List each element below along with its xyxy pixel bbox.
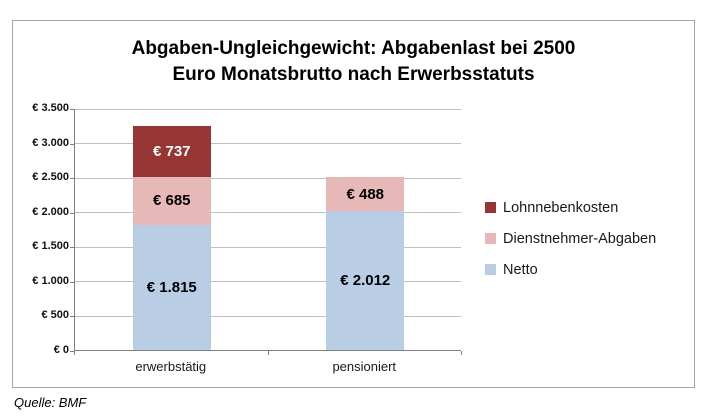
source-note: Quelle: BMF — [14, 395, 87, 410]
legend-item-dienstnehmer-abgaben: Dienstnehmer-Abgaben — [485, 230, 656, 247]
bar-value-label: € 488 — [346, 185, 385, 203]
bar-value-label: € 685 — [152, 192, 191, 210]
y-axis-tick — [70, 109, 74, 110]
gridline — [75, 281, 461, 283]
y-axis-tick-label: € 2.500 — [32, 171, 69, 184]
y-axis-tick — [70, 316, 74, 318]
bar-segment-dienstnehmer-abgaben: € 488 — [326, 177, 405, 211]
y-axis-tick — [70, 281, 74, 283]
bar-segment-dienstnehmer-abgaben: € 685 — [132, 177, 211, 225]
x-axis-tick — [461, 351, 462, 355]
y-axis-tick-label: € 1.000 — [32, 274, 69, 287]
x-axis-category-label: pensioniert — [332, 359, 397, 374]
legend-item-label: Netto — [503, 261, 538, 278]
legend: Lohnnebenkosten Dienstnehmer-Abgaben Netto — [485, 199, 656, 292]
y-axis-tick-label: € 0 — [53, 344, 69, 356]
legend-item-lohnnebenkosten: Lohnnebenkosten — [485, 199, 656, 216]
y-axis-tick — [70, 351, 74, 352]
gridline — [75, 212, 461, 214]
gridline — [75, 177, 461, 179]
legend-swatch-icon — [485, 202, 496, 213]
legend-swatch-icon — [485, 233, 496, 244]
legend-swatch-icon — [485, 264, 496, 275]
y-axis-tick-label: € 1.500 — [32, 240, 69, 253]
y-axis-tick — [70, 143, 74, 145]
y-axis-tick-label: € 3.000 — [32, 136, 69, 149]
bar-segment-netto: € 2.012 — [326, 210, 405, 350]
plot-area: € 1.815 € 685 € 737 € 2.012 € 488 — [74, 108, 461, 351]
gridline — [75, 108, 461, 110]
bar-value-label: € 2.012 — [340, 271, 391, 289]
gridline — [75, 246, 461, 248]
bar-value-label: € 1.815 — [146, 278, 197, 296]
x-axis-tick — [267, 351, 269, 355]
chart-frame: Abgaben-Ungleichgewicht: Abgabenlast bei… — [12, 20, 695, 388]
chart-title-line-1: Abgaben-Ungleichgewicht: Abgabenlast bei… — [131, 38, 576, 59]
y-axis-tick-label: € 3.500 — [32, 102, 69, 114]
x-axis-category-label: erwerbstätig — [135, 359, 207, 374]
gridline — [75, 315, 461, 317]
chart-title: Abgaben-Ungleichgewicht: Abgabenlast bei… — [13, 36, 694, 88]
bar-segment-lohnnebenkosten: € 737 — [132, 126, 211, 178]
y-axis-tick — [70, 178, 74, 180]
x-axis-tick — [74, 351, 75, 355]
gridline — [75, 143, 461, 145]
y-axis-tick-label: € 2.000 — [32, 205, 69, 218]
legend-item-label: Lohnnebenkosten — [503, 199, 619, 216]
legend-item-netto: Netto — [485, 261, 656, 278]
chart-title-line-2: Euro Monatsbrutto nach Erwerbsstatuts — [172, 64, 535, 85]
legend-item-label: Dienstnehmer-Abgaben — [503, 230, 657, 247]
bar-segment-netto: € 1.815 — [132, 224, 211, 350]
y-axis-tick — [70, 247, 74, 249]
y-axis-tick — [70, 212, 74, 214]
y-axis-tick-label: € 500 — [41, 309, 69, 322]
bar-value-label: € 737 — [152, 143, 191, 161]
